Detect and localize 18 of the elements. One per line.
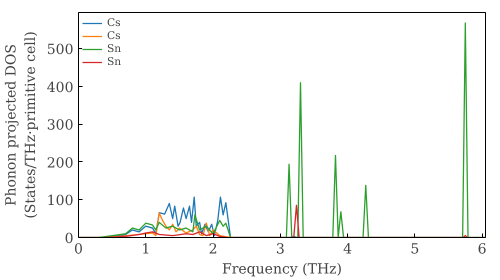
x-tick-label: 6 [478, 242, 487, 258]
legend-label: Sn [107, 55, 122, 68]
x-axis-title: Frequency (THz) [222, 262, 342, 278]
y-tick-label: 500 [46, 42, 74, 58]
y-tick-label: 400 [46, 80, 74, 96]
y-tick-label: 200 [46, 155, 74, 172]
x-tick-label: 3 [276, 242, 285, 258]
y-tick-label: 0 [64, 231, 74, 247]
legend-label: Cs [107, 29, 122, 42]
y-axis-title: Phonon projected DOS (States/THz·primitive cell) [4, 31, 39, 219]
legend-label: Cs [107, 16, 122, 29]
x-tick-label: 4 [343, 242, 352, 258]
y-tick-label: 100 [46, 193, 74, 210]
x-tick-label: 1 [141, 242, 150, 258]
x-tick-label: 5 [410, 242, 420, 258]
legend-label: Sn [107, 42, 122, 55]
x-tick-label: 2 [208, 242, 218, 258]
y-tick-label: 300 [46, 118, 74, 134]
